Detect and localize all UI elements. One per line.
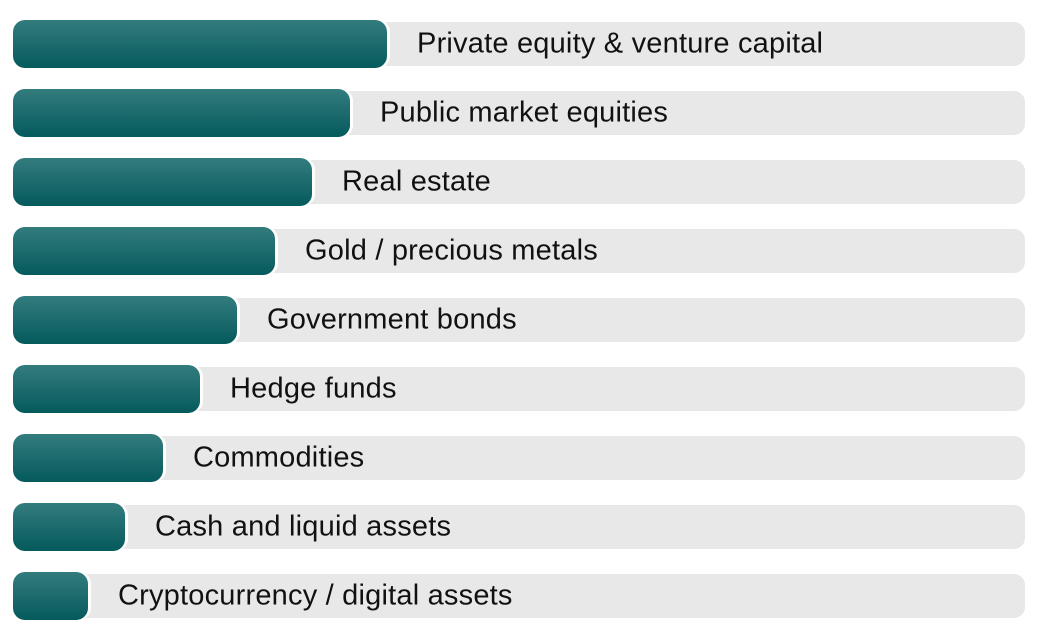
bar <box>13 158 313 206</box>
bar-track <box>13 505 1025 549</box>
bar-label: Commodities <box>192 441 365 474</box>
bar-track <box>13 436 1025 480</box>
bar-row: Private equity & venture capital <box>13 20 1025 68</box>
bar-label: Gold / precious metals <box>305 234 598 267</box>
bar-row: Cryptocurrency / digital assets <box>13 572 1025 620</box>
bar-row: Government bonds <box>13 296 1025 344</box>
bar-row: Hedge funds <box>13 365 1025 413</box>
bar-label: Private equity & venture capital <box>417 27 824 60</box>
bar-row: Commodities <box>13 434 1025 482</box>
bar-label: Hedge funds <box>230 372 397 405</box>
bar <box>13 227 275 275</box>
bar-row: Gold / precious metals <box>13 227 1025 275</box>
bar <box>13 572 88 620</box>
bar <box>13 20 388 68</box>
bar <box>13 89 350 137</box>
bar <box>13 434 163 482</box>
bar-label: Cash and liquid assets <box>155 510 452 543</box>
bar <box>13 365 201 413</box>
bar-label: Cryptocurrency / digital assets <box>117 579 513 612</box>
bar-row: Real estate <box>13 158 1025 206</box>
bar <box>13 296 237 344</box>
bar-row: Public market equities <box>13 89 1025 137</box>
bar-row: Cash and liquid assets <box>13 503 1025 551</box>
bar <box>13 503 126 551</box>
bar-label: Government bonds <box>266 303 517 336</box>
bar-label: Real estate <box>342 165 491 198</box>
bar-track <box>13 574 1025 618</box>
bar-label: Public market equities <box>379 96 669 129</box>
